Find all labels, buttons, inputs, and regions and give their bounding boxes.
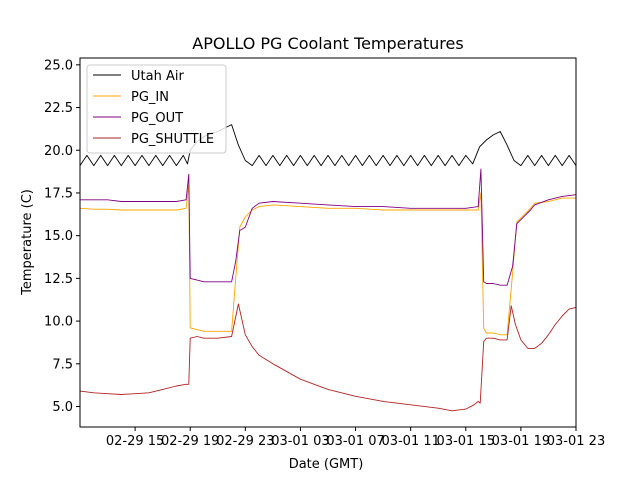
plot-frame — [79, 57, 577, 428]
x-tick-label: 02-29 23 — [216, 434, 274, 449]
y-ticks: 5.0 7.5 10.0 12.5 15.0 17.5 20.0 22.5 25.0 — [44, 58, 80, 415]
y-tick-label: 17.5 — [44, 186, 73, 201]
series-line-utah-air — [79, 124, 577, 167]
x-tick-label: 03-01 11 — [381, 434, 439, 449]
x-tick-label: 02-29 15 — [106, 434, 164, 449]
y-tick-label: 22.5 — [44, 101, 73, 116]
legend-label: PG_SHUTTLE — [131, 132, 214, 147]
y-tick-label: 5.0 — [52, 400, 73, 415]
series-line-pg-in — [79, 183, 576, 336]
y-tick-label: 7.5 — [52, 357, 73, 372]
legend-label: PG_OUT — [131, 111, 183, 126]
x-tick-label: 03-01 23 — [547, 434, 605, 449]
y-tick-label: 10.0 — [44, 315, 73, 330]
chart-title: APOLLO PG Coolant Temperatures — [192, 34, 463, 53]
legend: Utah Air PG_IN PG_OUT PG_SHUTTLE — [86, 64, 227, 154]
x-tick-label: 03-01 15 — [437, 434, 495, 449]
y-axis-label: Temperature (C) — [20, 189, 35, 296]
plot-area — [79, 124, 577, 412]
legend-label: PG_IN — [131, 90, 169, 105]
series-line-pg-shuttle — [79, 303, 577, 412]
y-tick-label: 15.0 — [44, 229, 73, 244]
legend-label: Utah Air — [131, 69, 184, 84]
x-tick-label: 03-01 19 — [492, 434, 550, 449]
x-tick-label: 03-01 03 — [271, 434, 329, 449]
legend-box — [86, 64, 227, 154]
y-tick-label: 20.0 — [44, 144, 73, 159]
x-tick-label: 02-29 19 — [161, 434, 219, 449]
y-tick-label: 25.0 — [44, 58, 73, 73]
series-line-pg-out — [80, 168, 577, 286]
x-tick-label: 03-01 07 — [326, 434, 384, 449]
y-tick-label: 12.5 — [44, 272, 73, 287]
x-axis-label: Date (GMT) — [289, 457, 364, 472]
